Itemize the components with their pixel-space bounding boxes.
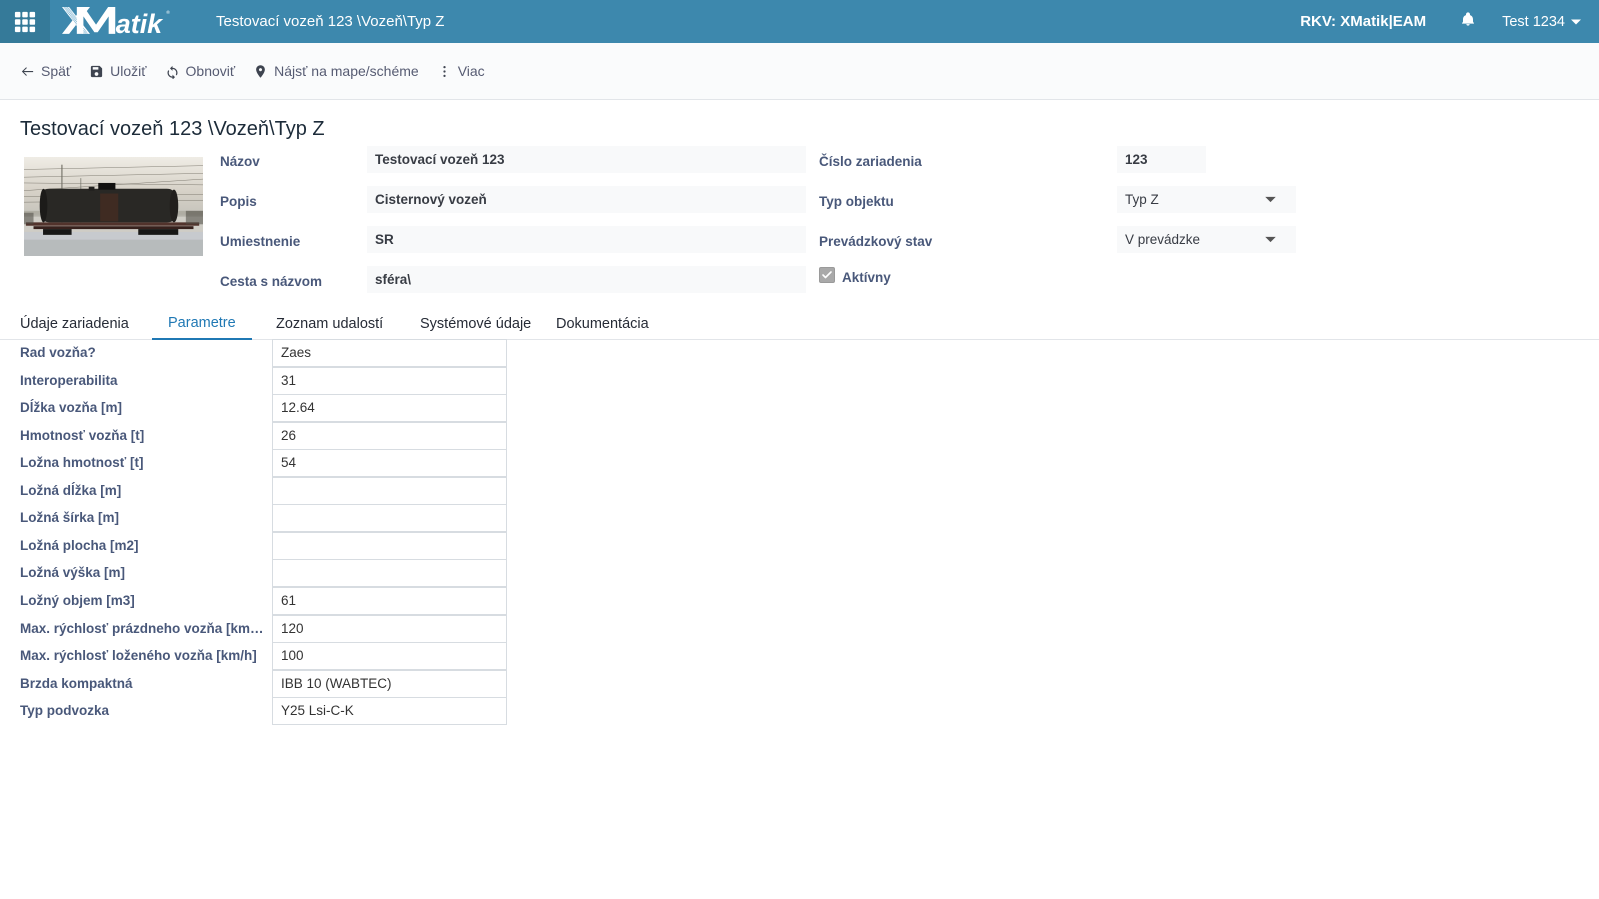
svg-text:atik: atik [116, 9, 164, 35]
svg-text:®: ® [166, 9, 170, 16]
